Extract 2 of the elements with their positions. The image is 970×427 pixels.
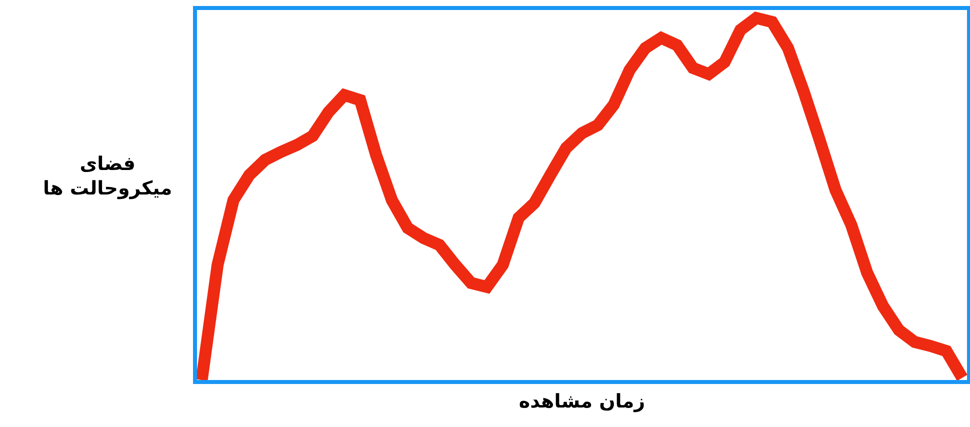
x-axis-title: زمان مشاهده: [518, 390, 646, 412]
y-axis-title: فضای میکروحالت ها: [43, 153, 172, 200]
